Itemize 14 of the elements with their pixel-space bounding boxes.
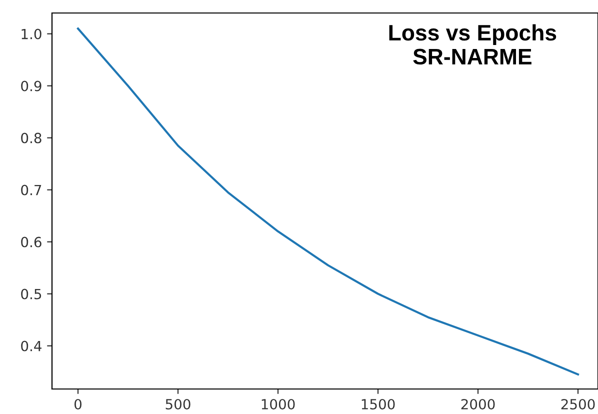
text: Loss vs Epochs SR-NARME xyxy=(389,24,556,65)
y-tick-label: 0.8 xyxy=(21,132,42,144)
x-tick-label: 500 xyxy=(166,398,190,410)
x-tick-label: 2000 xyxy=(461,398,495,410)
y-tick-label: 0.5 xyxy=(21,288,42,300)
y-tick-label: 1.0 xyxy=(22,28,42,40)
y-tick-label: 0.6 xyxy=(21,236,42,248)
y-tick-label: 0.7 xyxy=(21,184,42,196)
x-tick-label: 1500 xyxy=(362,398,395,410)
x-tick-label: 0 xyxy=(74,398,82,410)
x-tick-label: 2500 xyxy=(561,398,595,410)
y-tick-label: 0.9 xyxy=(21,80,42,92)
y-tick-label: 0.4 xyxy=(21,340,42,352)
x-tick-label: 1000 xyxy=(262,398,295,410)
